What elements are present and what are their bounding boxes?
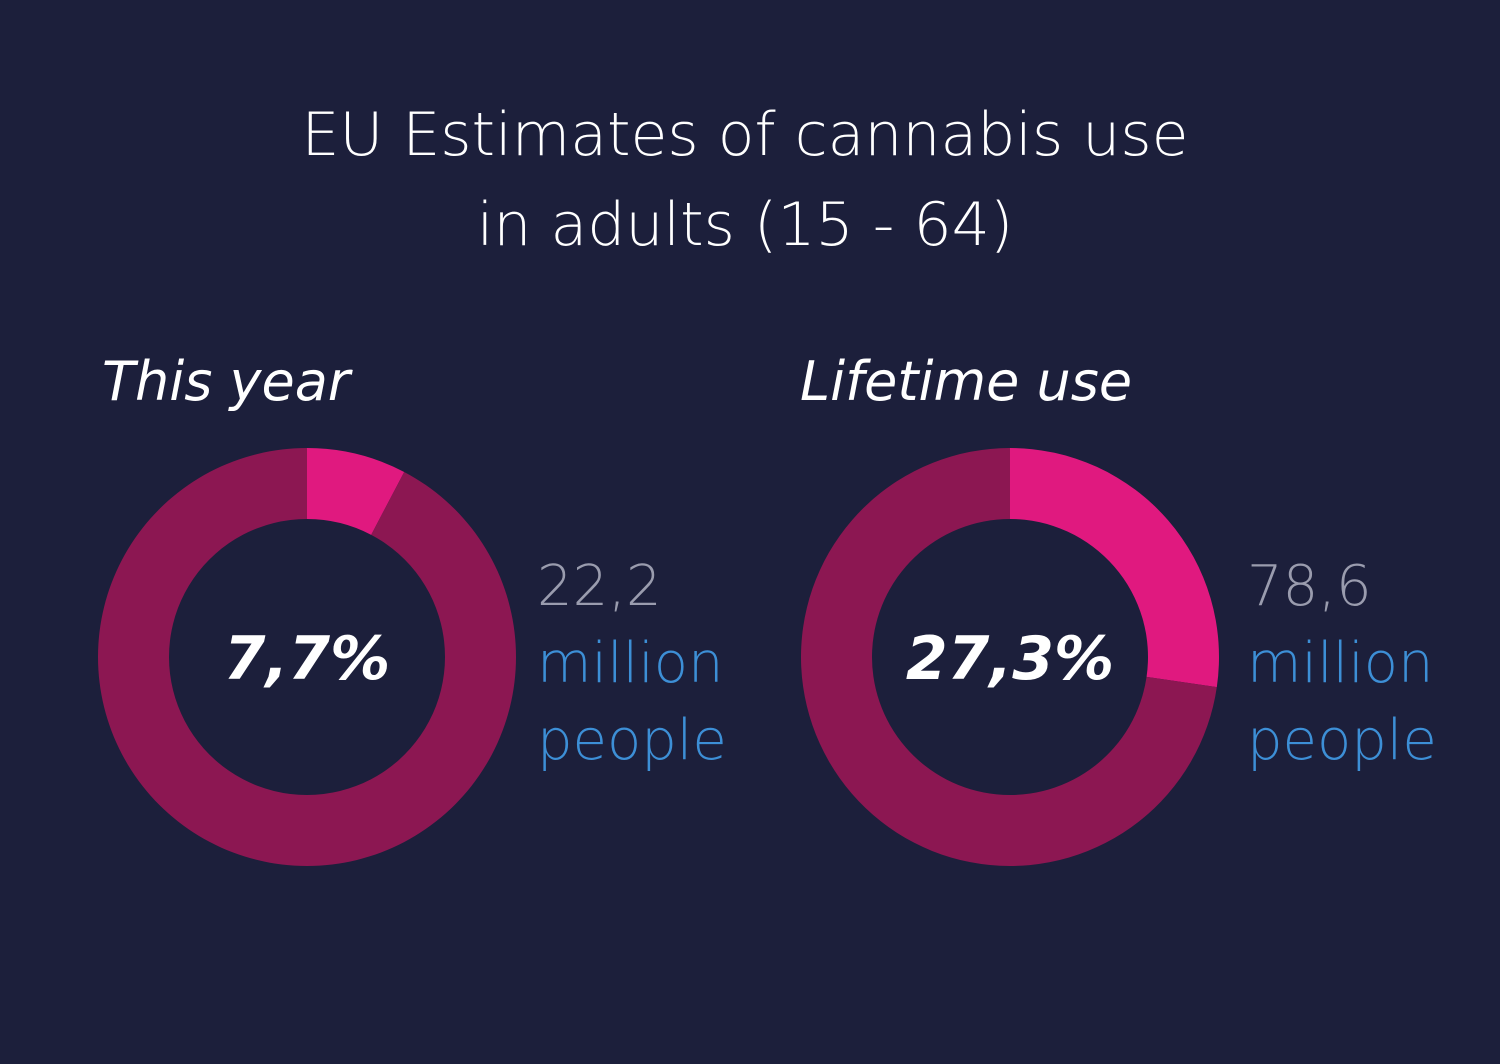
count-label: 22,2 (537, 554, 662, 619)
unit-label: people (1247, 708, 1437, 773)
unit-label: million (1247, 631, 1434, 696)
center-label: 27,3% (906, 624, 1114, 694)
chart-title: This year (102, 350, 353, 413)
donut-segment (307, 448, 405, 535)
unit-label: people (537, 708, 727, 773)
count-label: 78,6 (1247, 554, 1372, 619)
donut-segment (97, 448, 516, 866)
unit-label: million (537, 631, 724, 696)
donut-segment (801, 448, 1217, 866)
title-line: in adults (15 - 64) (477, 190, 1013, 260)
center-label: 7,7% (224, 624, 390, 694)
chart-title: Lifetime use (800, 350, 1132, 413)
title-line: EU Estimates of cannabis use (301, 100, 1188, 170)
donut-segment (1010, 448, 1219, 688)
